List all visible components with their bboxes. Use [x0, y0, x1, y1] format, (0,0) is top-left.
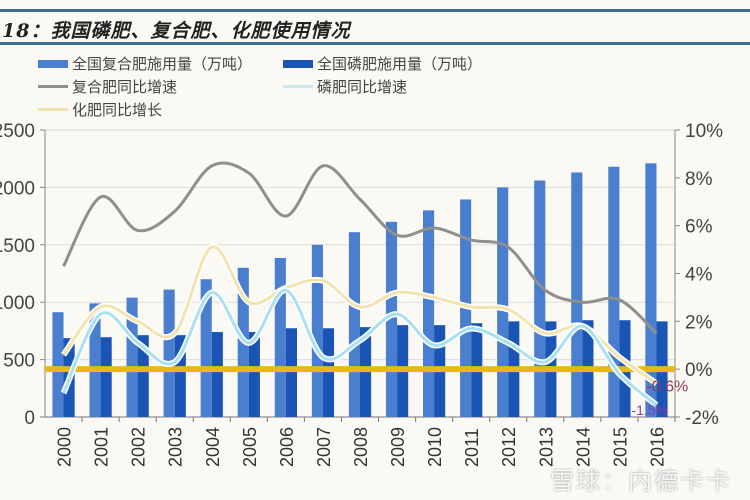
legend-swatch: [38, 108, 68, 111]
right-tick-label: -2%: [685, 408, 719, 429]
legend-label: 磷肥同比增速: [317, 78, 408, 96]
x-tick-label: 2001: [92, 427, 112, 467]
bar-compound-amount: [348, 232, 360, 417]
left-tick-label: 2000: [0, 178, 35, 199]
x-tick-label: 2016: [647, 427, 667, 467]
legend-swatch: [283, 85, 313, 88]
x-tick-label: 2007: [314, 427, 334, 467]
x-tick-label: 2002: [129, 427, 149, 467]
line-fertilizer-growth: [62, 245, 658, 385]
x-tick-label: 2005: [240, 427, 260, 467]
bar-compound-amount: [571, 172, 583, 417]
bar-compound-amount: [126, 297, 138, 417]
x-tick-label: 2008: [351, 427, 371, 467]
bar-compound-amount: [89, 303, 101, 417]
right-tick-label: 2%: [685, 312, 713, 333]
watermark: 雪球：内德卡卡: [550, 467, 732, 495]
x-tick-label: 2012: [499, 427, 519, 467]
x-tick-label: 2000: [55, 427, 75, 467]
legend-compound-growth: 复合肥同比增速: [38, 76, 177, 97]
left-tick-label: 0: [24, 408, 35, 429]
right-tick-label: 0%: [685, 360, 713, 381]
bar-phosphate-amount: [211, 332, 223, 417]
left-tick-label: 1000: [0, 293, 35, 314]
annotation-fertilizer-2016: -0.6%: [646, 379, 688, 396]
bar-phosphate-amount: [285, 328, 297, 417]
x-tick-label: 2006: [277, 427, 297, 467]
right-tick-label: 6%: [685, 217, 713, 238]
bar-compound-amount: [274, 258, 286, 417]
x-tick-label: 2014: [573, 427, 593, 467]
bar-compound-amount: [52, 312, 64, 417]
left-tick-label: 500: [3, 351, 35, 372]
chart-title: 18：我国磷肥、复合肥、化肥使用情况: [2, 20, 351, 42]
title-band: 18：我国磷肥、复合肥、化肥使用情况: [0, 9, 750, 45]
bar-phosphate-amount: [174, 335, 186, 417]
bar-phosphate-amount: [137, 335, 149, 417]
bar-phosphate-amount: [100, 337, 112, 417]
x-tick-label: 2013: [536, 427, 556, 467]
left-tick-label: 2500: [0, 121, 35, 142]
legend-label: 化肥同比增长: [72, 101, 163, 119]
legend-label: 全国复合肥施用量（万吨）: [72, 55, 253, 73]
left-tick-label: 1500: [0, 236, 35, 257]
legend-swatch: [38, 85, 68, 88]
line-compound-growth: [62, 161, 658, 335]
bar-phosphate-amount: [322, 328, 335, 417]
legend-label: 复合肥同比增速: [72, 78, 178, 96]
line-phosphate-growth: [62, 288, 658, 407]
x-tick-label: 2003: [166, 427, 186, 467]
bar-compound-amount: [608, 166, 620, 417]
bar-compound-amount: [423, 210, 435, 417]
bar-compound-amount: [534, 180, 546, 417]
bar-compound-amount: [311, 244, 323, 417]
x-tick-label: 2011: [462, 428, 482, 467]
legend-phosphate-amount: 全国磷肥施用量（万吨）: [283, 53, 482, 74]
bar-compound-amount: [385, 221, 398, 417]
legend-fertilizer-growth: 化肥同比增长: [38, 99, 162, 120]
x-tick-label: 2009: [388, 427, 408, 467]
x-tick-label: 2015: [610, 427, 630, 467]
bar-compound-amount: [200, 279, 212, 417]
bar-compound-amount: [645, 163, 657, 417]
right-tick-label: 10%: [685, 121, 723, 142]
legend-compound-amount: 全国复合肥施用量（万吨）: [38, 53, 252, 74]
annotation-phosphate-2016: -1.5%: [631, 402, 668, 418]
legend-swatch: [283, 59, 313, 68]
bar-compound-amount: [497, 187, 509, 417]
legend-label: 全国磷肥施用量（万吨）: [317, 55, 483, 73]
x-tick-label: 2004: [203, 427, 223, 467]
right-tick-label: 8%: [685, 169, 713, 190]
legend-phosphate-growth: 磷肥同比增速: [283, 76, 407, 97]
x-tick-label: 2010: [425, 427, 445, 467]
right-tick-label: 4%: [685, 265, 713, 286]
legend-swatch: [38, 59, 68, 68]
bar-compound-amount: [163, 289, 175, 417]
bar-phosphate-amount: [248, 332, 260, 417]
